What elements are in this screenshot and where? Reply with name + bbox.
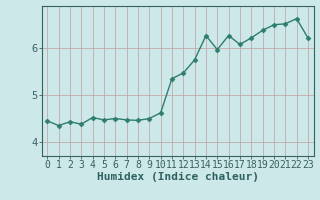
X-axis label: Humidex (Indice chaleur): Humidex (Indice chaleur) bbox=[97, 172, 259, 182]
